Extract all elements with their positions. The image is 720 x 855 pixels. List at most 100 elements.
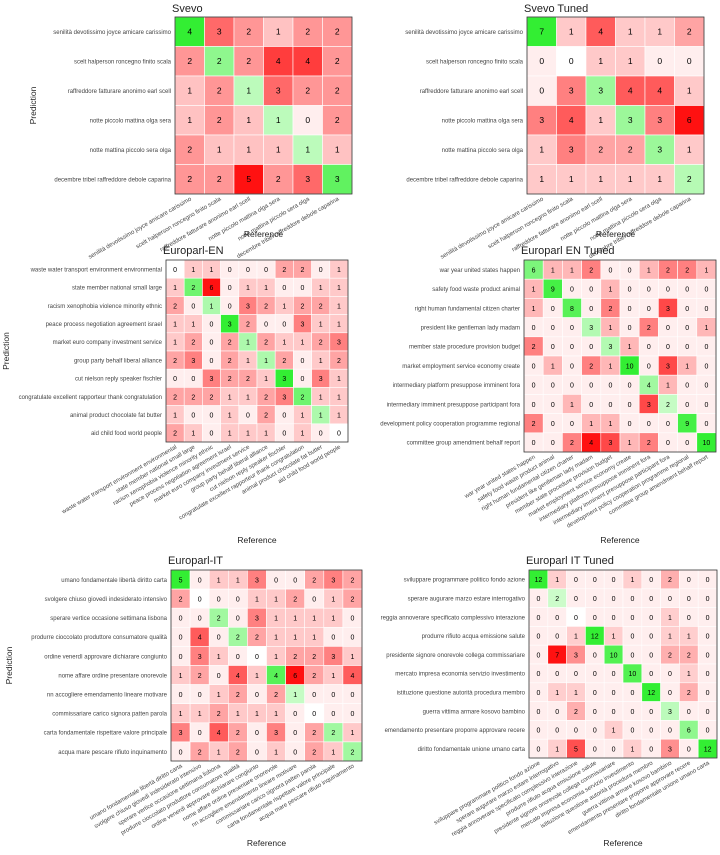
cell-value: 3 [569,86,574,96]
cell-value: 2 [687,27,692,37]
cell-value: 2 [217,174,222,184]
cell-value: 1 [246,86,251,96]
cell-value: 1 [187,115,192,125]
heatmap-cell [292,105,323,136]
cell-value: 2 [293,596,297,603]
cell-value: 2 [173,431,177,438]
cell-value: 3 [282,376,286,383]
y-tick-label: notte mattina piccolo sera olga [442,148,524,154]
y-tick-label: senilità devotissimo joyce amicare caris… [53,30,171,36]
cell-value: 2 [228,376,232,383]
panel-border [174,16,353,195]
cell-value: 1 [337,285,341,292]
cell-value: 2 [312,577,316,584]
cell-value: 0 [331,635,335,642]
cell-value: 10 [629,671,637,678]
cell-value: 1 [630,746,634,753]
cell-value: 1 [191,431,195,438]
cell-value: 0 [536,634,540,641]
y-tick-label: produrre rifiuto acqua emissione salute [422,634,526,640]
chart-title: Europarl IT Tuned [526,555,614,567]
cell-value: 1 [246,115,251,125]
cell-value: 0 [536,709,540,716]
cell-value: 9 [685,421,689,428]
cell-value: 3 [335,174,340,184]
cell-value: 0 [704,287,708,294]
cell-value: 0 [293,730,297,737]
heatmap-cell [556,16,587,47]
cell-value: 0 [179,654,183,661]
cell-value: 2 [687,652,691,659]
cell-value: 7 [539,27,544,37]
panel-border [528,569,718,759]
cell-value: 1 [608,421,612,428]
cell-value: 0 [179,692,183,699]
cell-value: 6 [687,115,692,125]
cell-value: 2 [319,303,323,310]
cell-value: 0 [570,325,574,332]
cell-value: 1 [551,267,555,274]
cell-value: 2 [668,652,672,659]
cell-value: 1 [337,303,341,310]
cell-value: 0 [647,344,651,351]
cell-value: 0 [312,596,316,603]
cell-value: 2 [246,27,251,37]
cell-value: 0 [649,709,653,716]
cell-value: 0 [668,671,672,678]
cell-value: 4 [276,56,281,66]
cell-value: 0 [704,344,708,351]
cell-value: 0 [570,383,574,390]
cell-value: 0 [628,421,632,428]
cell-value: 2 [312,673,316,680]
cell-value: 1 [312,616,316,623]
cell-value: 0 [647,306,651,313]
cell-value: 0 [593,652,597,659]
cell-value: 2 [293,654,297,661]
cell-value: 0 [570,363,574,370]
cell-value: 0 [191,413,195,420]
cell-value: 0 [628,267,632,274]
cell-value: 2 [335,56,340,66]
cell-value: 0 [536,728,540,735]
cell-value: 0 [555,709,559,716]
y-tick-label: decembre tribel raffreddore debole capar… [54,178,171,184]
cell-value: 10 [703,440,711,447]
y-axis-label: Prediction [4,646,14,684]
cell-value: 1 [312,635,316,642]
cell-value: 12 [704,746,712,753]
heatmap-cell [204,16,235,47]
cell-value: 1 [657,27,662,37]
cell-value: 1 [687,634,691,641]
cell-value: 0 [612,615,616,622]
cell-value: 1 [319,413,323,420]
cell-value: 0 [305,115,310,125]
cell-value: 0 [706,690,710,697]
cell-value: 2 [628,145,633,155]
cell-value: 0 [649,596,653,603]
cell-value: 0 [350,616,354,623]
cell-value: 0 [685,287,689,294]
y-tick-label: development policy cooperation programme… [380,422,520,428]
y-tick-label: animal product chocolate fat butter [70,413,162,419]
cell-value: 0 [630,728,634,735]
cell-value: 3 [276,86,281,96]
cell-value: 1 [293,635,297,642]
cell-value: 1 [301,340,305,347]
cell-value: 0 [536,615,540,622]
cell-value: 0 [608,383,612,390]
cell-value: 0 [704,383,708,390]
cell-value: 2 [187,145,192,155]
cell-value: 2 [301,267,305,274]
heatmap-cell [174,105,205,136]
cell-value: 1 [274,749,278,756]
cell-value: 0 [570,421,574,428]
cell-value: 0 [574,596,578,603]
cell-value: 1 [628,27,633,37]
cell-value: 2 [217,711,221,718]
cell-value: 2 [668,577,672,584]
cell-value: 0 [555,728,559,735]
cell-value: 0 [687,746,691,753]
cell-value: 3 [337,340,341,347]
cell-value: 0 [282,431,286,438]
cell-value: 0 [589,306,593,313]
